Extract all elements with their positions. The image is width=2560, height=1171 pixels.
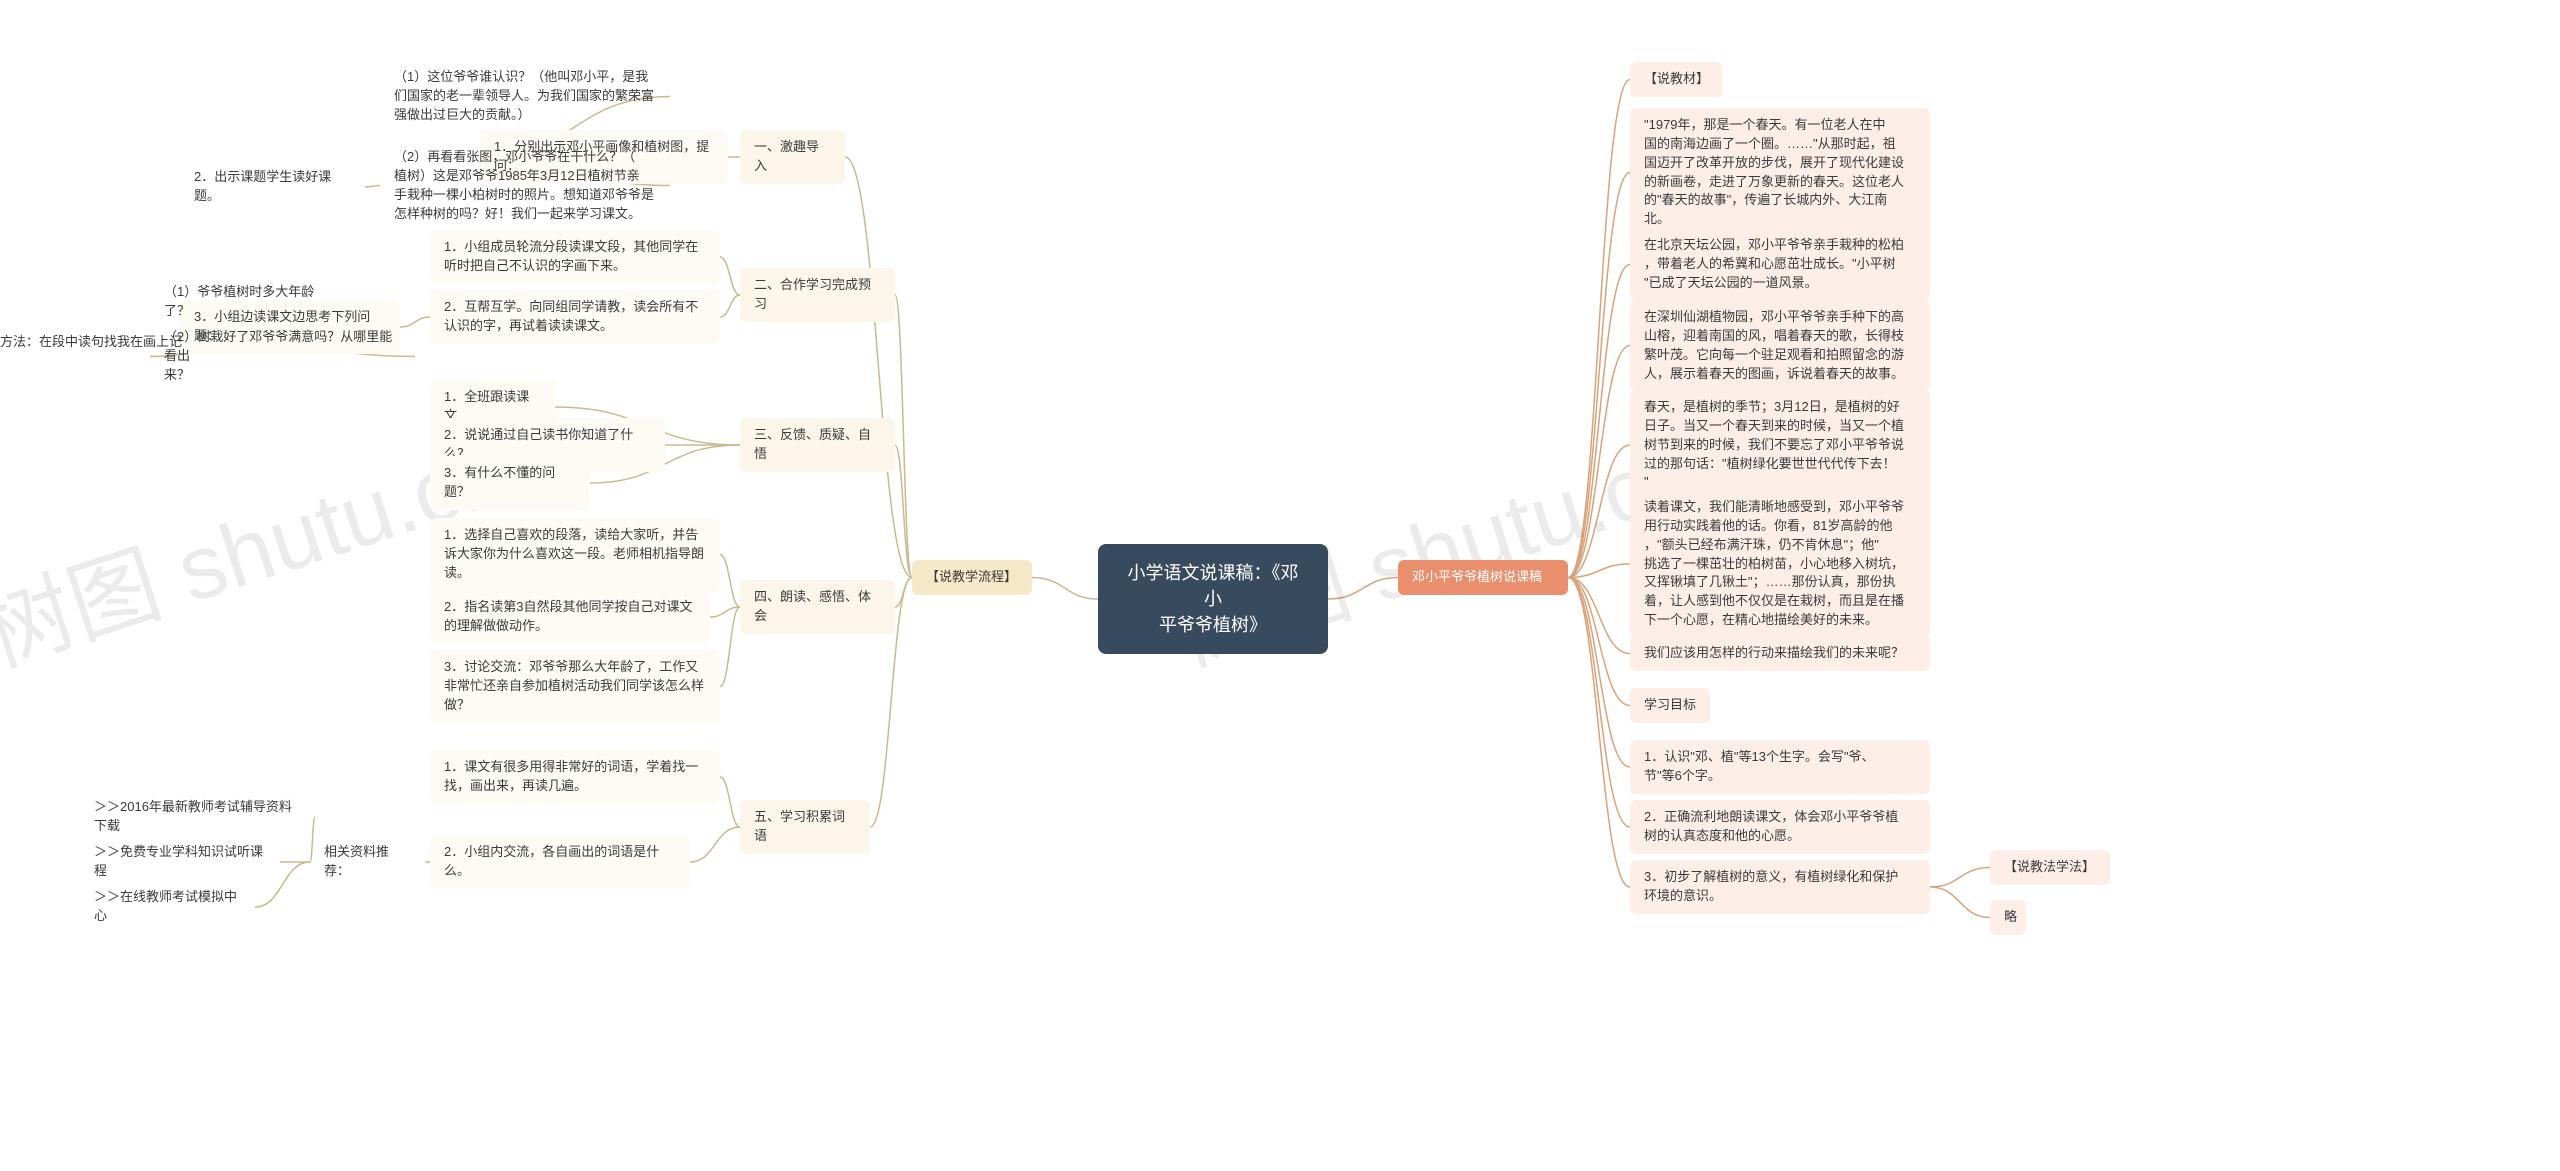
edge bbox=[1930, 887, 1990, 918]
mindmap-node[interactable]: 1．课文有很多用得非常好的词语，学着找一 找，画出来，再读几遍。 bbox=[430, 750, 720, 804]
edge bbox=[895, 295, 912, 578]
edge bbox=[845, 157, 912, 578]
edge bbox=[1032, 578, 1098, 600]
mindmap-node[interactable]: 2．出示课题学生读好课题。 bbox=[180, 160, 365, 214]
mindmap-node[interactable]: 我们应该用怎样的行动来描绘我们的未来呢？ bbox=[1630, 636, 1930, 671]
edge bbox=[720, 555, 740, 608]
mindmap-node[interactable]: 五、学习积累词语 bbox=[740, 800, 870, 854]
edge bbox=[1930, 868, 1990, 888]
edge bbox=[720, 257, 740, 295]
edge bbox=[1568, 445, 1630, 578]
edge bbox=[1328, 578, 1398, 600]
mindmap-node[interactable]: 3．讨论交流：邓爷爷那么大年龄了，工作又 非常忙还亲自参加植树活动我们同学该怎么… bbox=[430, 650, 720, 723]
mindmap-node[interactable]: 三、反馈、质疑、自悟 bbox=[740, 418, 895, 472]
mindmap-node[interactable]: 相关资料推荐： bbox=[310, 835, 425, 889]
mindmap-node[interactable]: 春天，是植树的季节；3月12日，是植树的好 日子。当又一个春天到来的时候，当又一… bbox=[1630, 390, 1930, 500]
mindmap-node[interactable]: 小学语文说课稿：《邓小 平爷爷植树》 bbox=[1098, 544, 1328, 654]
mindmap-node[interactable]: 【说教学流程】 bbox=[912, 560, 1032, 595]
mindmap-node[interactable]: ＞＞在线教师考试模拟中心 bbox=[80, 880, 255, 934]
mindmap-node[interactable]: 2．指名读第3自然段其他同学按自己对课文 的理解做做动作。 bbox=[430, 590, 710, 644]
mindmap-node[interactable]: 二、合作学习完成预习 bbox=[740, 268, 895, 322]
edge bbox=[1568, 578, 1630, 654]
mindmap-node[interactable]: 学习目标 bbox=[1630, 688, 1710, 723]
edge bbox=[720, 777, 740, 827]
edge bbox=[895, 445, 912, 578]
mindmap-canvas: 树图 shutu.cn树图 shutu.cn小学语文说课稿：《邓小 平爷爷植树》… bbox=[0, 0, 2560, 1171]
edge bbox=[1568, 578, 1630, 828]
mindmap-node[interactable]: 四、朗读、感悟、体会 bbox=[740, 580, 895, 634]
mindmap-node[interactable]: 3．有什么不懂的问题？ bbox=[430, 456, 590, 510]
mindmap-node[interactable]: 邓小平爷爷植树说课稿 bbox=[1398, 560, 1568, 595]
mindmap-node[interactable]: 2．正确流利地朗读课文，体会邓小平爷爷植 树的认真态度和他的心愿。 bbox=[1630, 800, 1930, 854]
edge bbox=[720, 295, 740, 317]
edge bbox=[1568, 564, 1630, 578]
edge bbox=[690, 827, 740, 862]
edge bbox=[365, 186, 380, 188]
mindmap-node[interactable]: （2）再看看张图，邓小爷爷在干什么？（ 植树）这是邓爷爷1985年3月12日植树… bbox=[380, 140, 670, 231]
edge bbox=[1568, 265, 1630, 578]
mindmap-node[interactable]: 一、激趣导入 bbox=[740, 130, 845, 184]
mindmap-node[interactable]: 2．互帮互学。向同组同学请教，读会所有不 认识的字，再试着读读课文。 bbox=[430, 290, 720, 344]
mindmap-node[interactable]: 1．选择自己喜欢的段落，读给大家听，并告 诉大家你为什么喜欢这一段。老师相机指导… bbox=[430, 518, 720, 591]
mindmap-node[interactable]: "1979年，那是一个春天。有一位老人在中 国的南海边画了一个圈。……"从那时起… bbox=[1630, 108, 1930, 237]
mindmap-node[interactable]: 略 bbox=[1990, 900, 2026, 935]
edge bbox=[1568, 173, 1630, 578]
mindmap-node[interactable]: 【说教材】 bbox=[1630, 62, 1722, 97]
edge bbox=[895, 578, 912, 608]
edge bbox=[1568, 346, 1630, 578]
edge bbox=[1568, 80, 1630, 578]
mindmap-node[interactable]: 学习方法：在段中读句找我在画上记号。 bbox=[0, 325, 210, 379]
edge bbox=[1568, 578, 1630, 888]
mindmap-node[interactable]: 3．初步了解植树的意义，有植树绿化和保护 环境的意识。 bbox=[1630, 860, 1930, 914]
edge bbox=[710, 607, 740, 617]
mindmap-node[interactable]: （1）这位爷爷谁认识？（他叫邓小平，是我 们国家的老一辈领导人。为我们国家的繁荣… bbox=[380, 60, 670, 133]
mindmap-node[interactable]: 在深圳仙湖植物园，邓小平爷爷亲手种下的高 山榕，迎着南国的风，唱着春天的歌，长得… bbox=[1630, 300, 1930, 391]
mindmap-node[interactable]: 【说教法学法】 bbox=[1990, 850, 2110, 885]
mindmap-node[interactable]: 1．小组成员轮流分段读课文段，其他同学在 听时把自己不认识的字画下来。 bbox=[430, 230, 720, 284]
edge bbox=[1568, 578, 1630, 706]
mindmap-node[interactable]: 在北京天坛公园，邓小平爷爷亲手栽种的松柏 ，带着老人的希冀和心愿茁壮成长。"小平… bbox=[1630, 228, 1930, 301]
mindmap-node[interactable]: 读着课文，我们能清晰地感受到，邓小平爷爷 用行动实践着他的话。你看，81岁高龄的… bbox=[1630, 490, 1930, 638]
edge bbox=[1568, 578, 1630, 768]
mindmap-node[interactable]: 2．小组内交流，各自画出的词语是什么。 bbox=[430, 835, 690, 889]
mindmap-node[interactable]: 1．认识"邓、植"等13个生字。会写"爷、 节"等6个字。 bbox=[1630, 740, 1930, 794]
edge bbox=[720, 607, 740, 687]
